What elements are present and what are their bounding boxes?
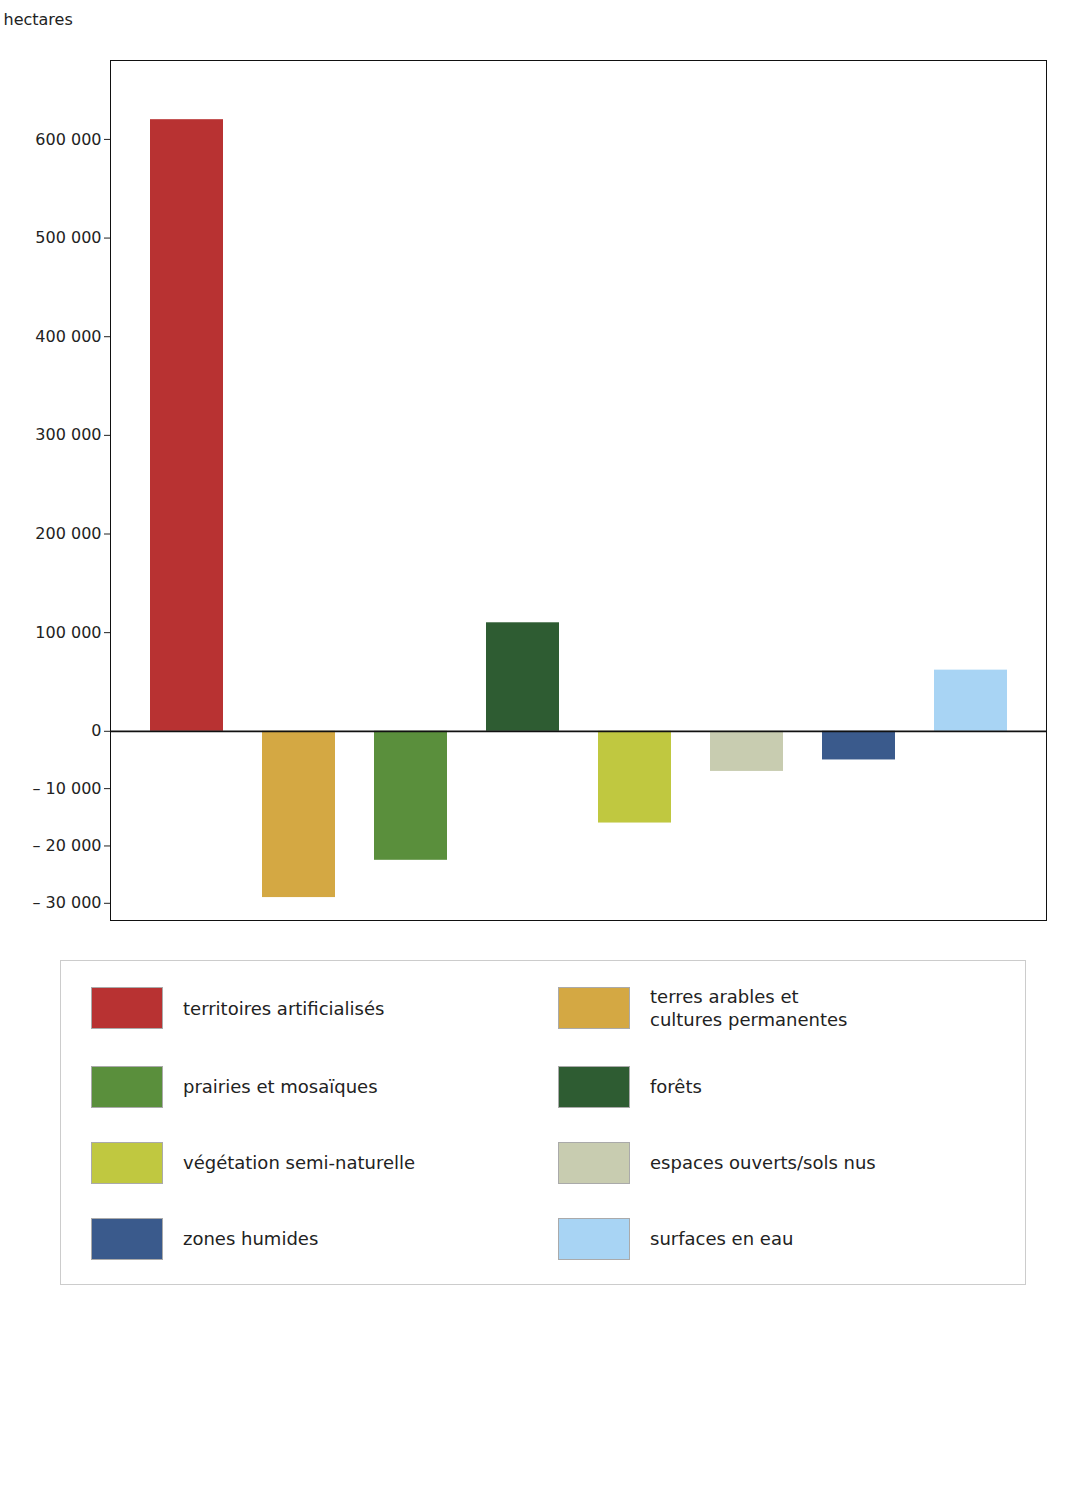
svg-text:– 30 000: – 30 000	[32, 893, 101, 912]
svg-text:200 000: 200 000	[35, 524, 101, 543]
html-text:prairies et mosaïques: prairies et mosaïques	[183, 1076, 378, 1098]
html-text:forêts: forêts	[650, 1076, 702, 1098]
html-text:terres arables et cultures per: terres arables et cultures permanentes	[650, 986, 848, 1031]
html-text:surfaces en eau: surfaces en eau	[650, 1228, 794, 1250]
svg-text:– 20 000: – 20 000	[32, 836, 101, 855]
html-text:végétation semi-naturelle: végétation semi-naturelle	[183, 1152, 416, 1174]
html-text:espaces ouverts/sols nus: espaces ouverts/sols nus	[650, 1152, 876, 1174]
svg-text:300 000: 300 000	[35, 425, 101, 444]
svg-text:600 000: 600 000	[35, 130, 101, 149]
html-text:zones humides: zones humides	[183, 1228, 319, 1250]
svg-text:400 000: 400 000	[35, 327, 101, 346]
svg-text:0: 0	[91, 721, 101, 740]
html-text:territoires artificialisés: territoires artificialisés	[183, 997, 385, 1019]
svg-text:500 000: 500 000	[35, 228, 101, 247]
svg-text:hectares: hectares	[4, 10, 73, 29]
svg-text:100 000: 100 000	[35, 623, 101, 642]
svg-text:– 10 000: – 10 000	[32, 779, 101, 798]
